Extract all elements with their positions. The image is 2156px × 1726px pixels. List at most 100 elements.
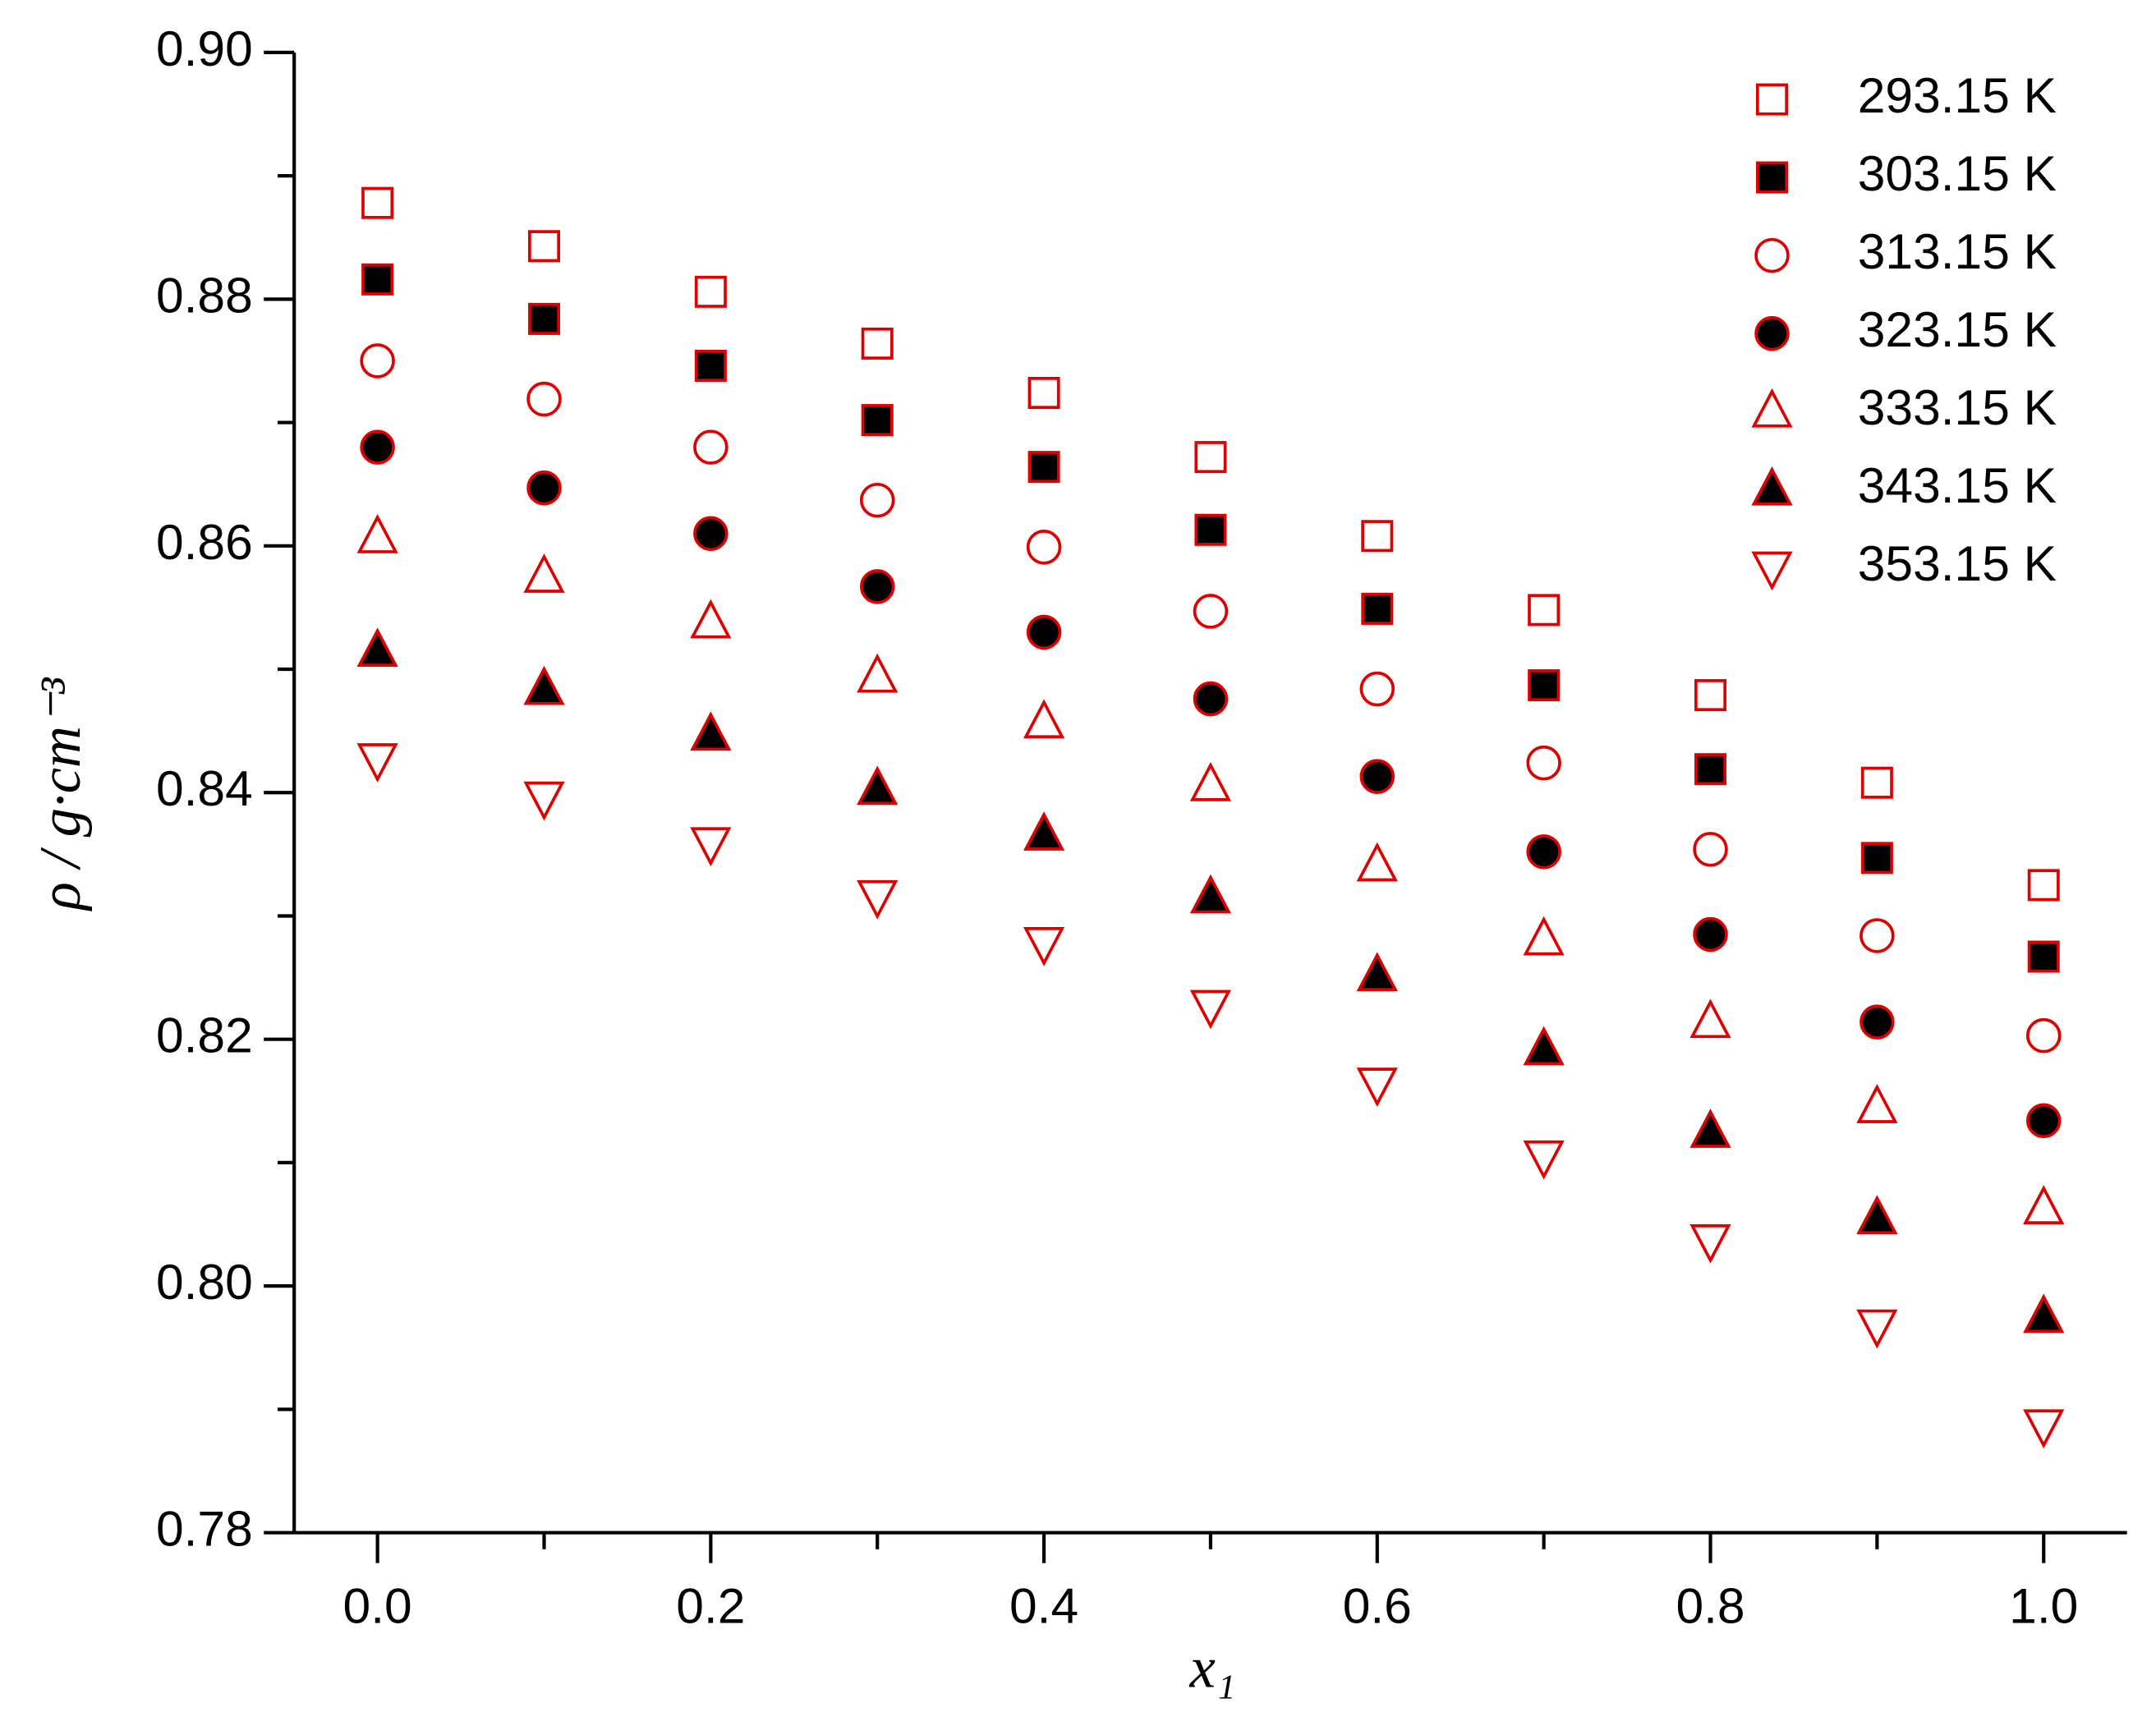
legend-label: 293.15 K <box>1858 67 2057 123</box>
marker-triangle-down <box>1689 1224 1731 1264</box>
marker-circle <box>693 429 729 465</box>
marker-square <box>694 349 727 382</box>
marker-circle <box>1193 594 1229 629</box>
marker-circle <box>2025 1017 2062 1054</box>
marker-square <box>2027 940 2060 973</box>
y-tick-label: 0.80 <box>156 1254 253 1310</box>
marker-triangle-up <box>690 599 732 639</box>
marker-triangle-down <box>1189 989 1232 1030</box>
x-tick-label: 0.2 <box>676 1578 745 1634</box>
marker-triangle-up <box>1856 1084 1898 1123</box>
marker-circle <box>1526 834 1561 870</box>
marker-square <box>1194 441 1227 474</box>
marker-circle <box>360 429 395 465</box>
marker-triangle-down <box>1023 927 1065 966</box>
x-tick-label: 0.6 <box>1343 1578 1412 1634</box>
marker-square <box>1361 592 1394 625</box>
x-tick-label: 0.4 <box>1009 1578 1078 1634</box>
x-tick-label: 0.0 <box>343 1578 412 1634</box>
marker-square <box>861 404 894 437</box>
marker-triangle-up <box>1356 952 1398 992</box>
marker-triangle-up <box>857 653 899 693</box>
marker-circle <box>1693 832 1728 867</box>
marker-square <box>1027 377 1060 410</box>
marker-square <box>1860 766 1893 799</box>
marker-square <box>1755 161 1789 194</box>
x-tick-label: 0.8 <box>1676 1578 1745 1634</box>
marker-triangle-up <box>1189 874 1232 914</box>
marker-triangle-up <box>356 627 398 667</box>
marker-triangle-down <box>2023 1409 2065 1449</box>
marker-circle <box>859 569 895 604</box>
marker-triangle-down <box>857 879 899 920</box>
marker-square <box>1528 594 1561 627</box>
marker-triangle-down <box>1856 1309 1898 1349</box>
x-axis-label: x₁ <box>1189 1636 1236 1700</box>
marker-triangle-up <box>1856 1195 1898 1235</box>
marker-square <box>1755 83 1789 116</box>
marker-triangle-up <box>1751 388 1793 428</box>
marker-circle <box>1026 614 1062 650</box>
marker-triangle-down <box>1523 1140 1565 1180</box>
marker-square <box>1694 679 1727 712</box>
marker-square <box>361 263 394 296</box>
marker-circle <box>1359 759 1395 794</box>
marker-square <box>1361 520 1394 553</box>
y-tick-label: 0.88 <box>156 267 253 323</box>
marker-circle <box>1526 745 1561 781</box>
marker-circle <box>526 470 562 506</box>
marker-triangle-down <box>523 781 565 821</box>
marker-square <box>527 302 560 335</box>
marker-circle <box>1193 681 1229 717</box>
marker-triangle-up <box>1523 916 1565 956</box>
marker-circle <box>1026 530 1062 565</box>
marker-triangle-up <box>356 514 398 553</box>
y-tick-label: 0.78 <box>156 1501 253 1557</box>
marker-circle <box>526 381 562 417</box>
marker-circle <box>1693 916 1728 953</box>
legend-label: 313.15 K <box>1858 223 2057 279</box>
marker-circle <box>859 482 895 518</box>
x-tick-label: 1.0 <box>2009 1578 2078 1634</box>
marker-square <box>1027 451 1060 484</box>
marker-triangle-up <box>1023 699 1065 739</box>
marker-triangle-up <box>523 553 565 593</box>
marker-square <box>861 327 894 360</box>
marker-triangle-down <box>1751 551 1793 591</box>
marker-square <box>1194 513 1227 546</box>
marker-square <box>361 186 394 219</box>
y-axis-label: ρ / g·cm⁻³ <box>29 677 93 911</box>
marker-circle <box>1359 671 1395 707</box>
legend-label: 333.15 K <box>1858 379 2057 435</box>
marker-square <box>1528 669 1561 702</box>
marker-square <box>2027 869 2060 902</box>
marker-circle <box>1754 315 1790 351</box>
marker-square <box>527 230 560 263</box>
marker-triangle-down <box>690 827 732 867</box>
legend-label: 353.15 K <box>1858 535 2057 591</box>
y-tick-label: 0.84 <box>156 760 253 816</box>
legend-label: 343.15 K <box>1858 457 2057 513</box>
marker-circle <box>1754 237 1790 273</box>
y-tick-label: 0.82 <box>156 1008 253 1063</box>
marker-square <box>694 275 727 308</box>
marker-triangle-up <box>1023 811 1065 851</box>
legend-label: 323.15 K <box>1858 301 2057 357</box>
marker-triangle-up <box>1689 1109 1731 1148</box>
marker-circle <box>1859 918 1895 953</box>
y-tick-label: 0.90 <box>156 21 253 76</box>
marker-triangle-up <box>857 765 899 806</box>
marker-circle <box>693 516 729 552</box>
marker-square <box>1860 842 1893 874</box>
marker-triangle-up <box>1356 842 1398 882</box>
marker-triangle-up <box>523 665 565 705</box>
marker-triangle-up <box>1189 761 1232 801</box>
marker-triangle-up <box>2023 1293 2065 1334</box>
marker-circle <box>2025 1103 2062 1139</box>
marker-triangle-down <box>1356 1067 1398 1108</box>
marker-triangle-up <box>1689 998 1731 1039</box>
y-tick-label: 0.86 <box>156 514 253 570</box>
marker-triangle-up <box>2023 1185 2065 1224</box>
marker-triangle-up <box>1523 1026 1565 1066</box>
